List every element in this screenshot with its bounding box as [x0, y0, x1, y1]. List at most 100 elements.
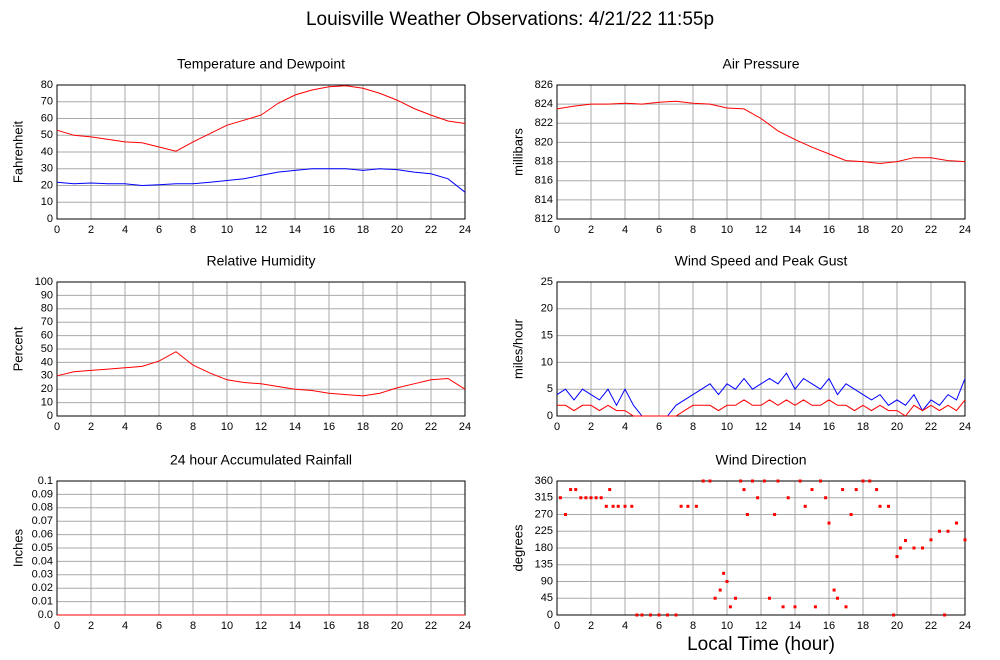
point	[836, 596, 839, 600]
x-tick-label: 12	[255, 620, 267, 632]
x-tick-label: 8	[190, 224, 196, 236]
point	[657, 613, 661, 617]
point	[756, 496, 760, 500]
point	[963, 538, 967, 542]
point	[955, 521, 958, 525]
y-axis-label: millibars	[510, 128, 525, 176]
x-tick-label: 0	[54, 421, 60, 433]
y-tick-label: 270	[535, 508, 553, 520]
point	[793, 605, 797, 609]
point	[725, 580, 729, 583]
x-tick-label: 24	[959, 620, 971, 632]
x-tick-label: 4	[122, 224, 128, 236]
x-tick-label: 0	[554, 620, 560, 632]
x-tick-label: 16	[823, 421, 835, 433]
plot-frame	[556, 281, 966, 417]
point	[718, 588, 722, 592]
y-tick-label: 15	[541, 330, 553, 342]
point	[946, 529, 950, 533]
x-tick-label: 20	[391, 421, 403, 433]
point	[708, 479, 712, 483]
y-tick-label: 0	[47, 410, 53, 422]
point	[745, 513, 749, 516]
point	[569, 488, 573, 492]
y-tick-label: 180	[535, 542, 553, 554]
x-tick-label: 0	[54, 224, 60, 236]
y-tick-label: 0.06	[32, 529, 53, 541]
x-tick-label: 18	[857, 620, 869, 632]
y-tick-label: 70	[41, 316, 53, 328]
x-tick-label: 20	[891, 421, 903, 433]
point	[666, 613, 669, 617]
series-line	[56, 168, 466, 193]
y-tick-label: 30	[41, 370, 53, 382]
series-line	[557, 399, 966, 417]
y-tick-label: 0	[547, 410, 553, 422]
y-axis-label: Fahrenheit	[10, 121, 25, 184]
y-tick-label: 30	[41, 163, 53, 175]
y-tick-label: 40	[41, 356, 53, 368]
point	[713, 596, 717, 600]
y-tick-label: 70	[41, 96, 53, 108]
point	[875, 488, 879, 492]
point	[773, 513, 777, 516]
y-tick-label: 100	[35, 276, 53, 288]
y-tick-label: 816	[535, 175, 553, 187]
point	[701, 479, 705, 483]
point	[564, 513, 567, 516]
y-tick-label: 0.0	[38, 609, 53, 621]
point	[694, 504, 698, 508]
point	[938, 529, 941, 533]
x-tick-label: 8	[690, 620, 696, 632]
series-line	[556, 372, 966, 417]
plot-frame	[556, 480, 966, 616]
x-tick-label: 0	[554, 224, 560, 236]
x-tick-label: 24	[459, 224, 471, 236]
series-line	[56, 85, 466, 152]
y-tick-label: 0	[547, 609, 553, 621]
y-tick-label: 0.02	[32, 582, 53, 594]
y-tick-label: 5	[547, 383, 553, 395]
point	[912, 546, 916, 550]
point	[943, 613, 947, 617]
x-tick-label: 14	[289, 421, 301, 433]
point	[844, 605, 848, 609]
chart-title: Wind Speed and Peak Gust	[675, 253, 848, 269]
point	[616, 504, 620, 508]
point	[776, 479, 780, 483]
point	[751, 479, 754, 483]
chart-title: Relative Humidity	[207, 253, 316, 269]
y-tick-label: 824	[535, 98, 553, 110]
y-tick-label: 135	[535, 559, 553, 571]
y-tick-label: 822	[535, 117, 553, 129]
point	[574, 488, 578, 492]
point	[878, 504, 882, 508]
point	[868, 479, 872, 483]
y-tick-label: 10	[541, 356, 553, 368]
point	[635, 613, 639, 617]
point	[803, 504, 807, 508]
x-tick-label: 10	[221, 224, 233, 236]
point	[739, 479, 743, 483]
x-tick-label: 22	[425, 224, 437, 236]
point	[679, 504, 683, 508]
x-tick-label: 22	[925, 421, 937, 433]
y-tick-label: 0.07	[32, 515, 53, 527]
point	[734, 596, 737, 600]
plot-frame	[56, 281, 466, 417]
y-tick-label: 20	[41, 179, 53, 191]
y-tick-label: 826	[535, 79, 553, 91]
point	[904, 539, 907, 543]
x-tick-label: 18	[857, 421, 869, 433]
page-title: Louisville Weather Observations: 4/21/22…	[306, 9, 714, 30]
x-tick-label: 22	[925, 620, 937, 632]
x-tick-label: 10	[721, 224, 733, 236]
x-tick-label: 14	[789, 224, 801, 236]
point	[579, 496, 583, 500]
y-axis-label: Inches	[10, 528, 25, 567]
point	[898, 546, 902, 550]
point	[824, 496, 828, 500]
x-tick-label: 10	[221, 421, 233, 433]
y-tick-label: 10	[41, 397, 53, 409]
x-tick-label: 6	[156, 620, 162, 632]
